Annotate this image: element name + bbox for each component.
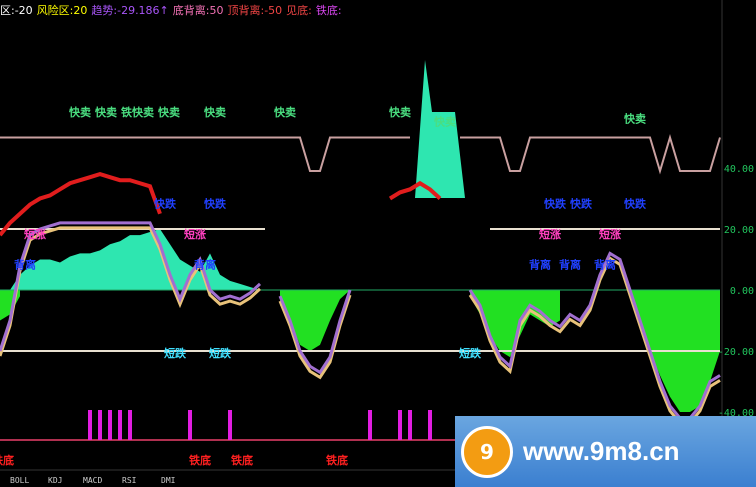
trend-line bbox=[388, 180, 442, 201]
annotation-label: 快卖 bbox=[388, 105, 411, 119]
annotation-label: 背离 bbox=[194, 258, 216, 272]
annotation-label: 短跌 bbox=[164, 346, 187, 360]
annotation-label: 背离 bbox=[559, 258, 581, 272]
annotation-label: 快卖 bbox=[68, 105, 91, 119]
annotation-label: 短跌 bbox=[459, 346, 482, 360]
annotation-label: 短涨 bbox=[184, 227, 206, 241]
annotation-label: 快跌 bbox=[569, 197, 593, 211]
spike-fill-area bbox=[415, 60, 465, 198]
annotation-label: 背离 bbox=[594, 258, 616, 272]
header-value-5: 见底: bbox=[286, 4, 312, 17]
negative-fill-area bbox=[280, 290, 350, 351]
pulse-bar bbox=[128, 410, 132, 440]
annotation-label: 快卖 bbox=[157, 105, 180, 119]
tab-kdj[interactable]: KDJ bbox=[48, 476, 63, 485]
annotation-label: 快跌 bbox=[153, 197, 177, 211]
signal-step-line bbox=[0, 136, 410, 173]
annotation-label: 短涨 bbox=[599, 227, 621, 241]
annotation-label: 背离 bbox=[14, 258, 36, 272]
header-value-6: 铁底: bbox=[315, 4, 342, 17]
negative-fill-area bbox=[470, 290, 560, 358]
tab-macd[interactable]: MACD bbox=[83, 476, 103, 485]
pulse-bar bbox=[118, 410, 122, 440]
annotation-label: 铁快卖 bbox=[121, 105, 154, 119]
pulse-bar bbox=[368, 410, 372, 440]
annotation-label: 快卖 bbox=[623, 111, 646, 125]
trend-line bbox=[0, 172, 162, 237]
annotation-label: 快跌 bbox=[623, 197, 647, 211]
y-tick-label: -20.00 bbox=[718, 347, 754, 358]
y-tick-label: 40.00 bbox=[724, 164, 754, 175]
pulse-bar bbox=[108, 410, 112, 440]
pulse-bar bbox=[88, 410, 92, 440]
oscillator-line bbox=[0, 221, 262, 352]
y-tick-label: -40.00 bbox=[718, 408, 754, 419]
annotation-label: 铁底 bbox=[189, 453, 211, 467]
annotation-label: 铁底 bbox=[231, 453, 253, 467]
header-value-0: 区:-20 bbox=[0, 4, 33, 17]
annotation-label: 快卖 bbox=[94, 105, 117, 119]
tab-boll[interactable]: BOLL bbox=[10, 476, 30, 485]
pulse-bar bbox=[188, 410, 192, 440]
pulse-bar bbox=[98, 410, 102, 440]
header-value-1: 风险区:20 bbox=[36, 4, 88, 17]
tab-dmi[interactable]: DMI bbox=[161, 476, 176, 485]
annotation-label: 快卖 bbox=[273, 105, 296, 119]
annotation-label: 快卖 bbox=[433, 114, 456, 128]
y-tick-label: 0.00 bbox=[730, 286, 754, 297]
annotation-label: 快跌 bbox=[203, 197, 227, 211]
annotation-label: 铁底 bbox=[0, 453, 14, 467]
watermark-logo: 9 bbox=[461, 425, 513, 478]
y-tick-label: 20.00 bbox=[724, 225, 754, 236]
signal-step-line bbox=[460, 133, 721, 175]
watermark-url: www.9m8.cn bbox=[523, 436, 680, 466]
annotation-label: 短涨 bbox=[539, 227, 561, 241]
header-value-2: 趋势:-29.186↑ bbox=[91, 4, 169, 17]
pulse-bar bbox=[398, 410, 402, 440]
header-value-4: 顶背离:-50 bbox=[227, 4, 283, 17]
indicator-header: 区:-20 风险区:20 趋势:-29.186↑ 底背离:50 顶背离:-50 见底: 铁底… bbox=[0, 2, 346, 20]
annotation-label: 快卖 bbox=[203, 105, 226, 119]
header-value-3: 底背离:50 bbox=[172, 4, 224, 17]
annotation-label: 铁底 bbox=[326, 453, 348, 467]
annotation-label: 短跌 bbox=[209, 346, 232, 360]
tab-rsi[interactable]: RSI bbox=[122, 476, 137, 485]
oscillator-line bbox=[278, 289, 352, 375]
oscillator-shadow-line bbox=[0, 226, 262, 357]
pulse-bar bbox=[408, 410, 412, 440]
pulse-bar bbox=[428, 410, 432, 440]
pulse-bar bbox=[228, 410, 232, 440]
annotation-label: 快跌 bbox=[543, 197, 567, 211]
annotation-label: 短涨 bbox=[24, 227, 46, 241]
annotation-label: 背离 bbox=[529, 258, 551, 272]
watermark: 9 www.9m8.cn bbox=[455, 416, 756, 487]
